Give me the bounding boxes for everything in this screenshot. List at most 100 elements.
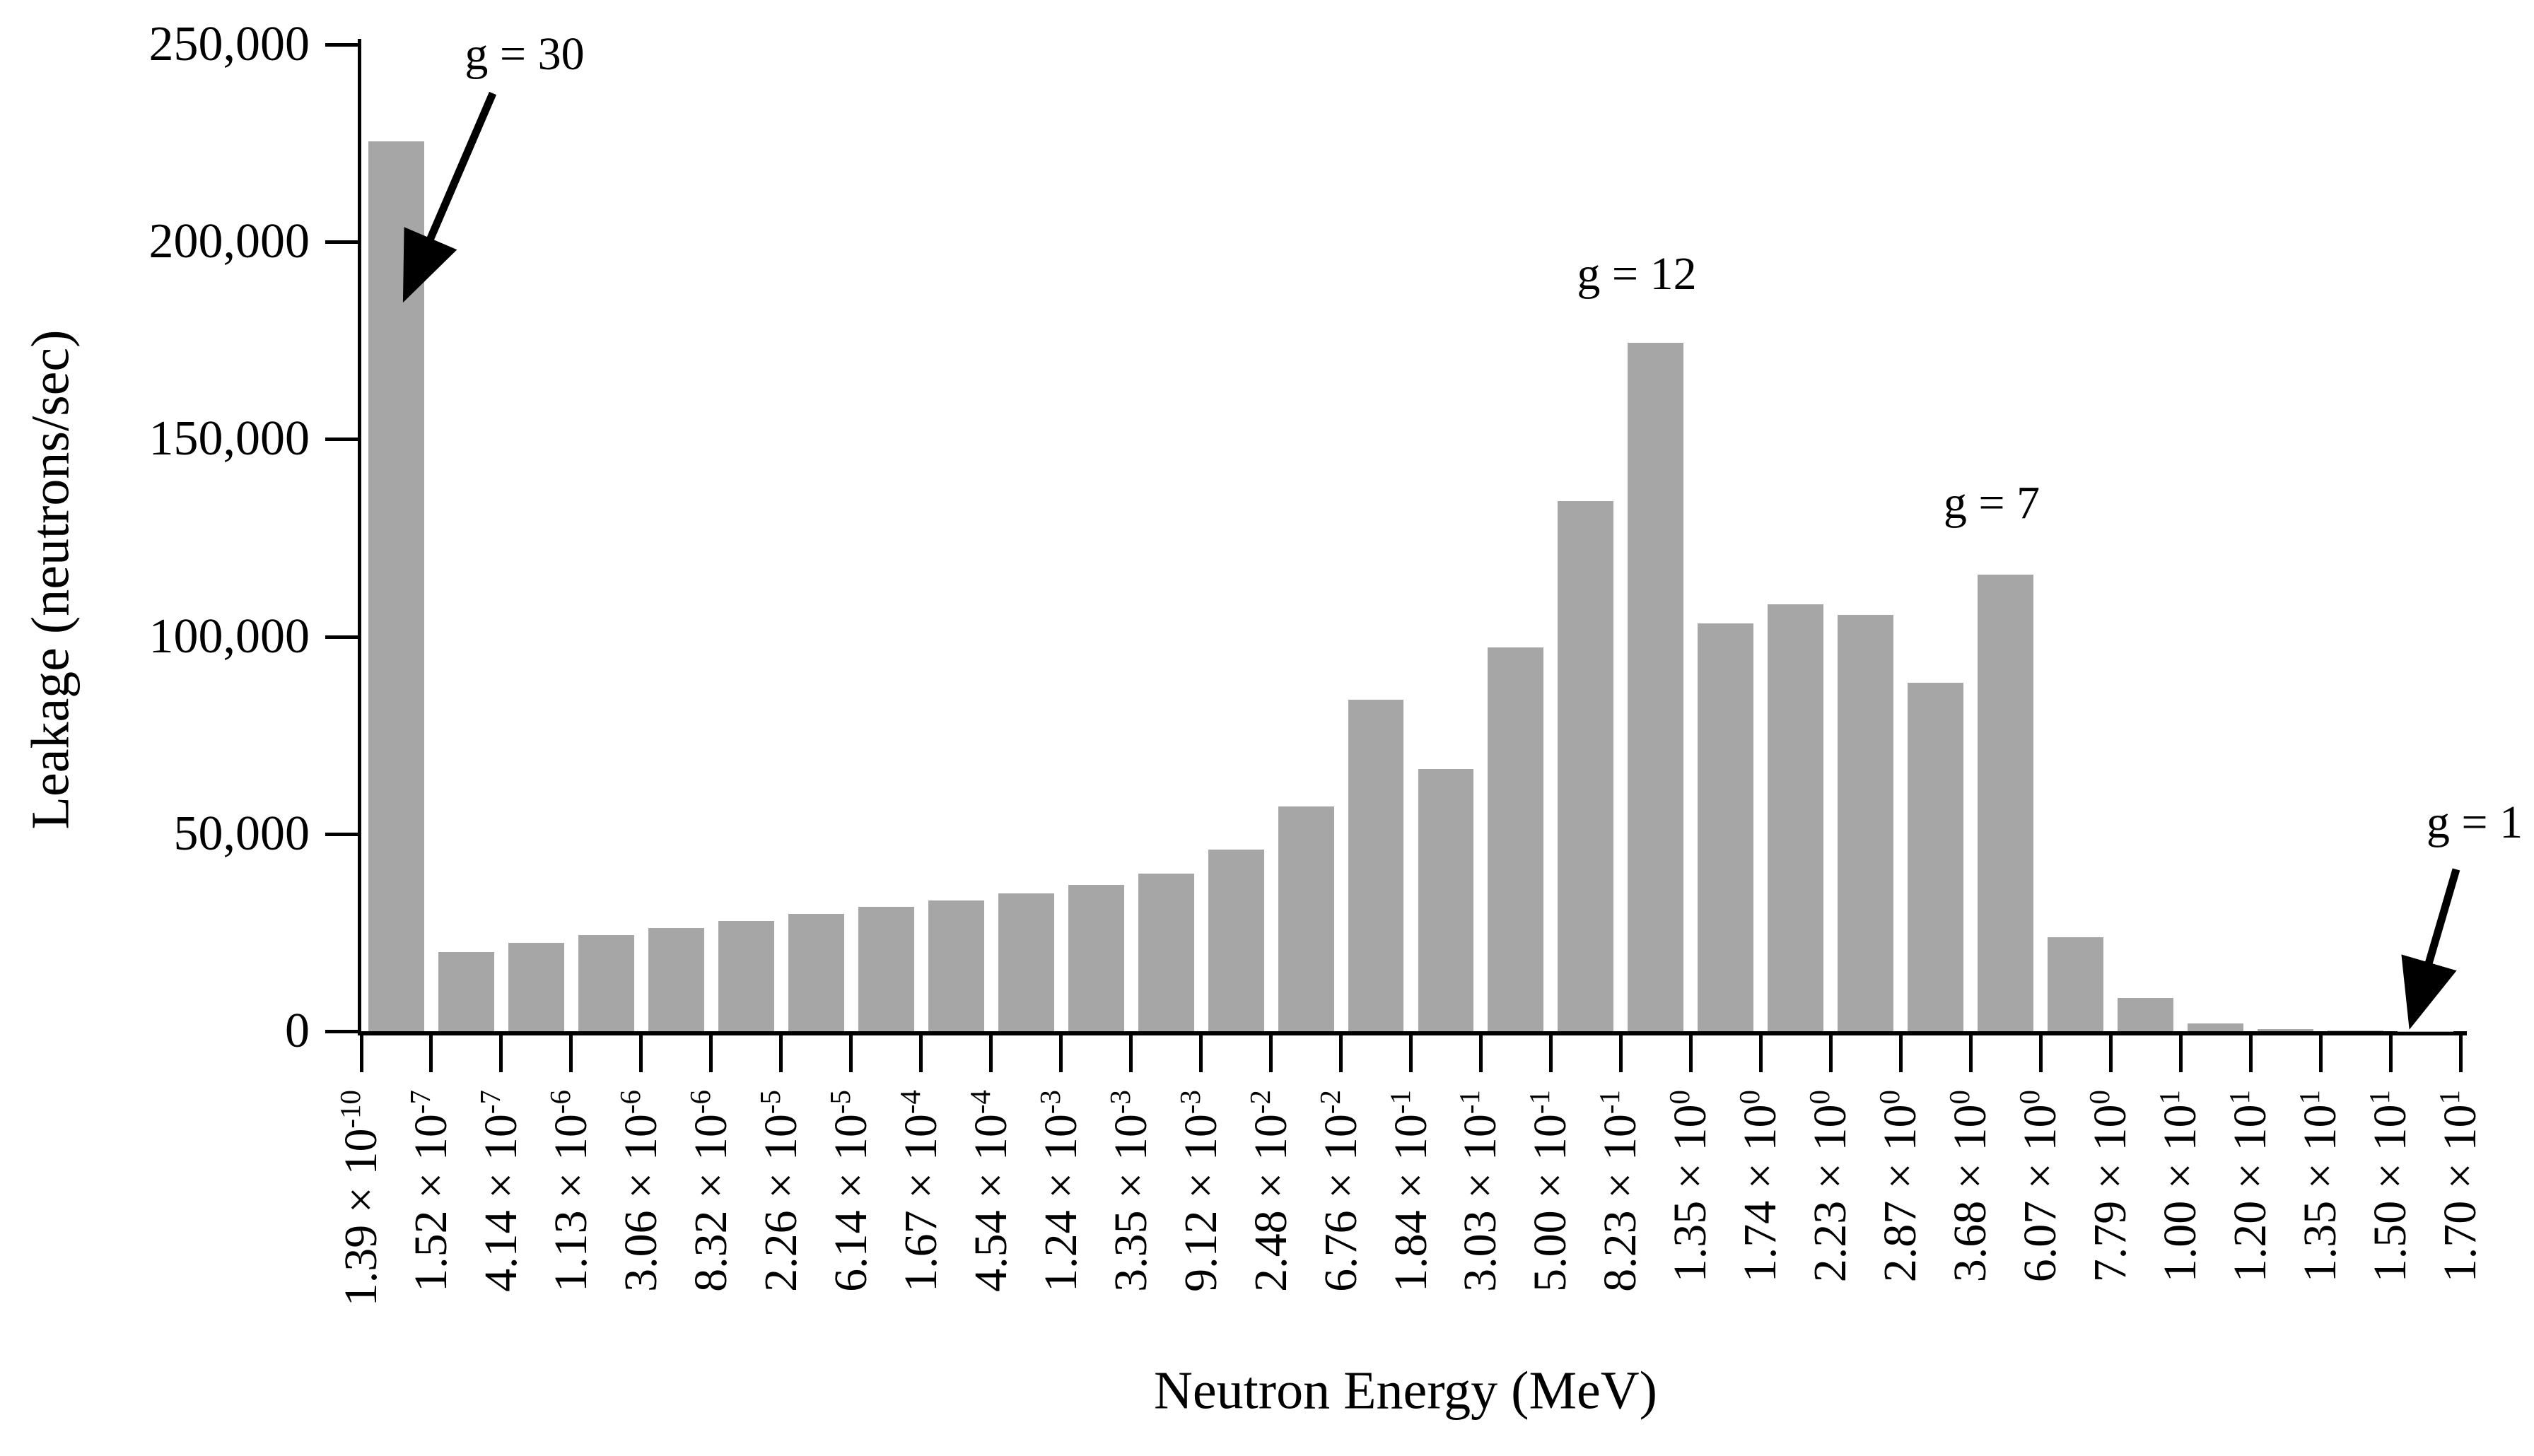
x-axis-line [358,1031,2467,1035]
bar-g3 [2258,1028,2314,1031]
x-tick-label: 7.79 × 100 [2084,1090,2137,1283]
bar-g16 [1348,699,1404,1031]
bar-g14 [1488,647,1544,1031]
x-tick-label: 3.35 × 10-3 [1104,1090,1157,1292]
x-tick [2458,1035,2463,1072]
y-axis-line [358,39,361,1035]
y-axis-title: Leakage (neutrons/sec) [21,329,81,830]
x-tick [1339,1035,1343,1072]
x-tick [1129,1035,1133,1072]
x-tick [709,1035,713,1072]
y-tick [325,1030,358,1033]
x-tick-label: 6.76 × 10-2 [1314,1090,1367,1292]
annotation-label: g = 30 [465,28,585,80]
x-tick-label: 8.32 × 10-6 [684,1090,737,1292]
x-tick-label: 2.26 × 10-5 [754,1090,807,1292]
x-tick-label: 9.12 × 10-3 [1174,1090,1227,1292]
x-tick [2248,1035,2253,1072]
bar-g18 [1208,850,1264,1031]
x-tick-label: 4.54 × 10-4 [964,1090,1017,1292]
x-tick [2318,1035,2323,1072]
y-tick [325,43,358,47]
x-tick-label: 1.13 × 10-6 [544,1090,597,1292]
x-tick [779,1035,783,1072]
bar-g21 [998,893,1054,1031]
x-tick-label: 2.48 × 10-2 [1244,1090,1297,1292]
annotation-label: g = 7 [1943,477,2040,529]
bar-g13 [1558,501,1614,1031]
x-tick-label: 1.24 × 10-3 [1034,1090,1087,1292]
x-tick-label: 2.87 × 100 [1874,1090,1927,1283]
bar-g30 [368,141,424,1031]
x-tick [1478,1035,1483,1072]
bar-g20 [1068,885,1124,1031]
bar-g26 [648,928,704,1031]
y-tick [325,438,358,442]
x-tick [919,1035,923,1072]
x-tick [2108,1035,2113,1072]
x-tick [1548,1035,1553,1072]
bar-g22 [928,900,984,1031]
bar-g9 [1838,614,1894,1031]
x-tick-label: 8.23 × 10-1 [1594,1090,1647,1292]
x-tick-label: 5.00 × 10-1 [1524,1090,1577,1292]
x-tick [1618,1035,1623,1072]
x-tick-label: 1.39 × 10-10 [334,1090,387,1307]
x-tick-label: 1.50 × 101 [2364,1090,2417,1283]
bar-g15 [1418,768,1474,1031]
x-tick-label: 1.67 × 10-4 [894,1090,947,1292]
annotation-label: g = 1 [2426,797,2523,848]
bar-g25 [718,920,774,1031]
bar-g8 [1908,683,1964,1031]
y-tick-label: 0 [285,1004,310,1058]
annotation-label: g = 12 [1577,248,1697,300]
x-tick [1828,1035,1833,1072]
x-tick-label: 1.74 × 100 [1734,1090,1787,1283]
x-tick [569,1035,573,1072]
bar-g19 [1138,873,1194,1031]
bar-g7 [1978,574,2034,1031]
bar-g10 [1768,604,1824,1031]
x-tick [989,1035,993,1072]
x-axis-title: Neutron Energy (MeV) [1154,1361,1657,1421]
bar-g11 [1698,623,1754,1031]
y-tick [325,832,358,836]
x-tick [1968,1035,1973,1072]
x-tick [1199,1035,1203,1072]
x-tick-label: 3.68 × 100 [1944,1090,1997,1283]
y-tick [325,240,358,245]
x-tick-label: 4.14 × 10-7 [474,1090,527,1292]
x-tick [639,1035,643,1072]
bar-g28 [508,943,564,1031]
x-tick [849,1035,853,1072]
x-tick-label: 1.20 × 101 [2224,1090,2277,1283]
bar-g23 [858,907,914,1031]
bar-g5 [2118,997,2174,1031]
x-tick [1409,1035,1413,1072]
y-tick-label: 100,000 [148,609,310,664]
y-tick-label: 250,000 [148,17,310,71]
bar-g29 [438,952,494,1031]
x-tick-label: 1.35 × 101 [2294,1090,2347,1283]
y-tick-label: 50,000 [173,806,310,861]
y-tick-label: 150,000 [148,411,310,466]
bar-g17 [1278,806,1334,1031]
x-tick-label: 6.07 × 100 [2014,1090,2067,1283]
x-tick-label: 2.23 × 100 [1804,1090,1857,1283]
x-tick [1758,1035,1763,1072]
x-tick [1269,1035,1273,1072]
bar-g6 [2048,937,2104,1031]
x-tick-label: 3.03 × 10-1 [1454,1090,1507,1292]
x-tick-label: 1.00 × 101 [2154,1090,2207,1283]
x-tick-label: 1.70 × 101 [2434,1090,2486,1283]
bar-g24 [788,913,844,1031]
x-tick [1688,1035,1693,1072]
x-tick [2388,1035,2393,1072]
y-tick-label: 200,000 [148,214,310,269]
x-tick [2038,1035,2043,1072]
x-tick [429,1035,433,1072]
x-tick [2178,1035,2183,1072]
x-tick-label: 6.14 × 10-5 [824,1090,877,1292]
x-tick [1898,1035,1903,1072]
